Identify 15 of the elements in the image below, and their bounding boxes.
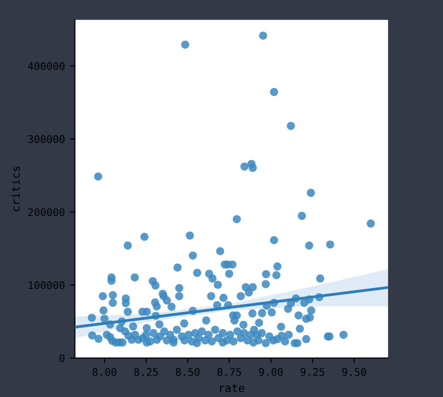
y-tick-label: 200000: [28, 208, 64, 216]
x-tick-label: 9.50: [342, 368, 366, 376]
x-tick-label: 9.25: [300, 368, 324, 376]
y-tick-label: 400000: [28, 62, 64, 70]
x-tick-label: 9.00: [259, 368, 283, 376]
x-tick-label: 8.50: [176, 368, 200, 376]
y-tick-label: 100000: [28, 281, 64, 290]
y-axis-title: critics: [11, 166, 20, 212]
line-series: [74, 286, 388, 329]
x-tick-label: 8.25: [134, 368, 158, 376]
x-tick-label: 8.00: [92, 368, 116, 376]
y-tick-label: 300000: [28, 135, 64, 144]
y-tick-label: 0: [60, 354, 64, 362]
x-axis-title: rate: [220, 384, 244, 392]
x-tick-label: 8.75: [217, 368, 242, 376]
